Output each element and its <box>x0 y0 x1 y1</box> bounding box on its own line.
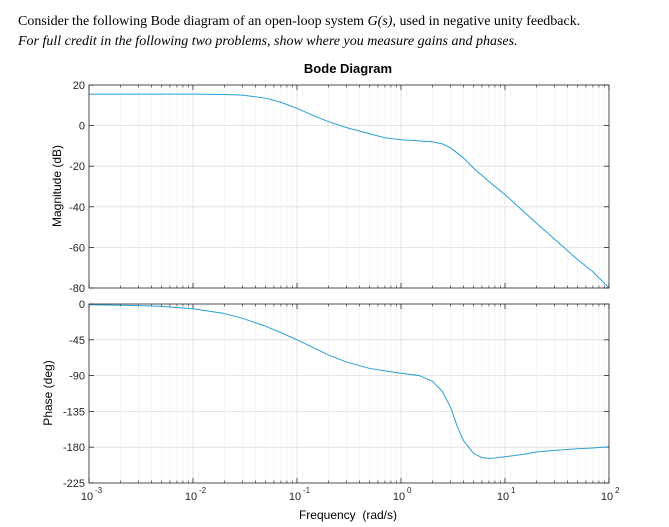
y-tick-label: 20 <box>73 80 85 92</box>
y-tick-label: -180 <box>63 442 85 454</box>
y-tick-label: -135 <box>63 406 85 418</box>
x-tick-label-exponent: 0 <box>407 486 412 495</box>
magnitude-ticks <box>88 84 610 289</box>
y-tick-label: -80 <box>69 283 85 295</box>
x-tick-label: 10 <box>393 491 405 503</box>
problem-intro-before: Consider the following Bode diagram of a… <box>18 14 368 29</box>
phase-series-line <box>88 304 610 459</box>
magnitude-grid <box>88 84 610 289</box>
x-tick-label-exponent: -3 <box>95 486 103 495</box>
problem-text: Consider the following Bode diagram of a… <box>18 12 658 52</box>
x-tick-label: 10 <box>497 491 509 503</box>
x-tick-label: 10 <box>81 491 93 503</box>
x-axis-label: Frequency (rad/s) <box>299 508 397 522</box>
y-tick-label: -20 <box>69 161 85 173</box>
system-symbol: G(s) <box>367 14 393 29</box>
magnitude-series-line <box>89 93 610 289</box>
x-tick-label-exponent: -2 <box>199 486 207 495</box>
x-tick-label: 10 <box>601 491 613 503</box>
problem-instruction: For full credit in the following two pro… <box>18 32 658 52</box>
phase-y-tick-labels: 0 -45 -90 -135 -180 -225 <box>63 299 85 490</box>
y-tick-label: -225 <box>63 478 85 490</box>
y-tick-label: -90 <box>69 371 85 383</box>
y-tick-label: -60 <box>69 242 85 254</box>
x-tick-label-exponent: 2 <box>615 486 620 495</box>
problem-intro-after: , used in negative unity feedback. <box>392 14 581 29</box>
chart-title: Bode Diagram <box>304 61 392 76</box>
y-tick-label: -45 <box>69 335 85 347</box>
magnitude-y-axis-label: Magnitude (dB) <box>50 145 64 227</box>
x-tick-label-exponent: -1 <box>303 486 311 495</box>
magnitude-axes-box <box>88 84 610 289</box>
problem-intro: Consider the following Bode diagram of a… <box>18 12 658 32</box>
y-tick-label: -40 <box>69 202 85 214</box>
phase-axes-box <box>88 303 610 484</box>
y-tick-label: 0 <box>79 121 85 133</box>
problem-instruction-text: For full credit in the following two pro… <box>18 34 518 49</box>
phase-y-axis-label: Phase (deg) <box>41 360 55 425</box>
y-tick-label: 0 <box>79 299 85 311</box>
phase-grid <box>88 303 610 484</box>
x-tick-label-exponent: 1 <box>511 486 516 495</box>
x-tick-label: 10 <box>289 491 301 503</box>
phase-ticks <box>88 303 610 484</box>
x-tick-label: 10 <box>185 491 197 503</box>
magnitude-y-tick-labels: 20 0 -20 -40 -60 -80 <box>69 80 85 295</box>
